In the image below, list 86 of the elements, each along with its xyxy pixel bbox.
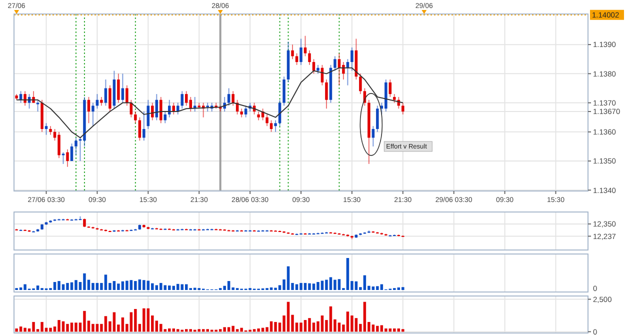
- bar: [70, 322, 74, 332]
- bar: [274, 322, 277, 332]
- bar: [134, 308, 137, 332]
- bar: [402, 287, 404, 290]
- bar: [138, 279, 142, 290]
- bar: [112, 312, 116, 332]
- bar: [376, 286, 379, 290]
- bar: [227, 327, 230, 332]
- bar: [40, 322, 44, 332]
- bar: [104, 274, 108, 290]
- bar: [223, 327, 226, 332]
- bar: [346, 312, 350, 332]
- bar: [49, 328, 52, 332]
- bar: [316, 282, 320, 290]
- bar: [142, 280, 146, 290]
- bar: [184, 284, 188, 290]
- bar: [329, 277, 332, 290]
- bar: [142, 308, 146, 332]
- bar: [393, 328, 396, 332]
- bar: [376, 326, 379, 332]
- bar: [15, 328, 18, 332]
- bar: [384, 328, 388, 332]
- bar: [380, 284, 384, 290]
- bar: [176, 329, 180, 332]
- bar: [304, 282, 307, 290]
- bar: [164, 285, 167, 290]
- bar: [62, 284, 65, 290]
- bar: [257, 328, 260, 332]
- bar: [329, 306, 332, 332]
- bar: [338, 279, 341, 290]
- bar: [160, 324, 162, 332]
- bar: [363, 275, 366, 290]
- bar: [286, 266, 290, 290]
- bar: [227, 281, 230, 290]
- bar: [350, 315, 354, 332]
- bar: [380, 325, 384, 332]
- bar: [130, 312, 133, 332]
- bar: [308, 283, 311, 290]
- bar: [300, 322, 302, 332]
- bar: [66, 324, 69, 332]
- bar: [155, 285, 158, 290]
- bar: [168, 328, 171, 332]
- bar: [24, 284, 26, 290]
- bar: [232, 326, 234, 332]
- bar: [74, 280, 78, 290]
- bar: [325, 280, 328, 290]
- bar: [180, 284, 184, 290]
- bar: [372, 286, 375, 290]
- bar: [295, 284, 298, 290]
- bar: [320, 280, 324, 290]
- bar: [66, 282, 69, 290]
- bar: [53, 282, 56, 290]
- bar: [130, 280, 133, 290]
- bar: [312, 284, 316, 290]
- bar: [300, 282, 302, 290]
- bar: [402, 329, 404, 332]
- bar: [134, 281, 137, 290]
- bar: [83, 310, 86, 332]
- bar: [338, 322, 341, 332]
- bar: [240, 328, 243, 332]
- bar: [146, 280, 150, 290]
- bar: [126, 280, 128, 290]
- bar: [198, 329, 200, 332]
- bar: [189, 329, 192, 332]
- bar: [112, 281, 116, 290]
- bar: [92, 282, 94, 290]
- bar: [151, 283, 154, 290]
- bar: [92, 324, 94, 332]
- bar: [32, 322, 35, 332]
- bar: [58, 320, 60, 332]
- bar: [168, 286, 171, 290]
- bar: [346, 258, 350, 290]
- bar: [24, 328, 26, 332]
- bar: [334, 280, 336, 290]
- bar: [58, 281, 60, 290]
- bar: [206, 329, 209, 332]
- bar: [83, 273, 86, 290]
- bar: [117, 284, 120, 290]
- bar: [36, 286, 40, 290]
- bar: [176, 284, 180, 290]
- bar: [160, 282, 162, 290]
- bar: [354, 318, 358, 332]
- bar: [74, 322, 78, 332]
- bar: [96, 282, 99, 290]
- bar: [104, 316, 108, 332]
- bar: [308, 318, 311, 332]
